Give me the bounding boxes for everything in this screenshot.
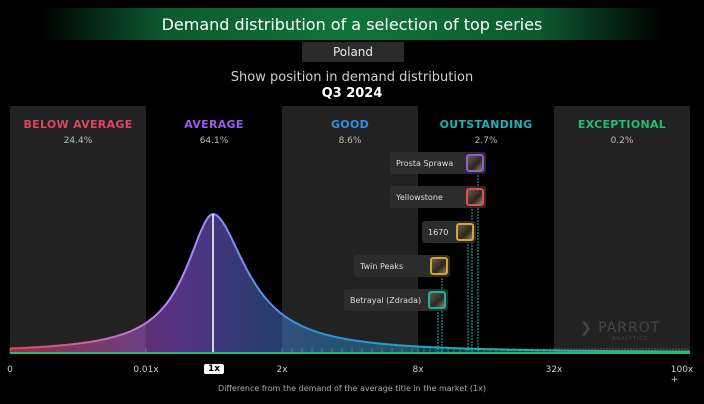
title-card-prosta-sprawa[interactable]: Prosta Sprawa xyxy=(390,152,486,174)
chart-subtitle: Show position in demand distribution xyxy=(230,70,474,85)
band-good xyxy=(282,106,418,352)
band-share-good: 8.6% xyxy=(338,136,362,146)
title-name: 1670 xyxy=(428,227,449,237)
title-name: Prosta Sprawa xyxy=(396,158,454,168)
distribution-area xyxy=(10,214,690,353)
poster-thumbnail xyxy=(428,291,446,309)
poster-thumbnail xyxy=(456,223,474,241)
poster-thumbnail xyxy=(430,257,448,275)
band-label-average: AVERAGE xyxy=(184,118,244,131)
chart-title: Demand distribution of a selection of to… xyxy=(161,14,543,34)
title-card-1670[interactable]: 1670 xyxy=(422,221,476,243)
title-name: Betrayal (Zdrada) xyxy=(350,295,422,305)
x-tick-label: 32x xyxy=(545,365,563,375)
band-share-outstanding: 2.7% xyxy=(474,136,498,146)
x-tick-label: 2x xyxy=(276,365,288,375)
band-below-average xyxy=(10,106,146,352)
x-tick-label: 8x xyxy=(412,365,424,375)
band-label-outstanding: OUTSTANDING xyxy=(439,118,533,131)
country-selector[interactable]: Poland xyxy=(302,42,404,62)
x-tick-label: 100x + xyxy=(670,365,694,385)
band-exceptional xyxy=(554,106,690,352)
distribution-line xyxy=(9,213,690,353)
x-tick-label-average: 1x xyxy=(203,364,225,374)
band-label-good: GOOD xyxy=(330,118,370,131)
period-label: Q3 2024 xyxy=(321,86,383,101)
band-share-average: 64.1% xyxy=(199,136,229,146)
poster-thumbnail xyxy=(466,188,484,206)
title-banner: Demand distribution of a selection of to… xyxy=(40,8,664,40)
title-name: Yellowstone xyxy=(396,192,443,202)
band-label-below-average: BELOW AVERAGE xyxy=(23,118,133,131)
title-name: Twin Peaks xyxy=(360,261,404,271)
logo-subtitle: ANALYTICS xyxy=(612,336,648,342)
band-share-below-average: 24.4% xyxy=(63,136,93,146)
title-card-betrayal[interactable]: Betrayal (Zdrada) xyxy=(344,289,448,311)
band-label-exceptional: EXCEPTIONAL xyxy=(577,118,667,131)
x-tick-label: 0 xyxy=(7,365,13,375)
parrot-logo: ❯ PARROT xyxy=(580,320,661,336)
poster-thumbnail xyxy=(466,154,484,172)
band-share-exceptional: 0.2% xyxy=(610,136,634,146)
x-axis-label: Difference from the demand of the averag… xyxy=(218,384,486,393)
title-card-twin-peaks[interactable]: Twin Peaks xyxy=(354,255,450,277)
x-tick-label: 0.01x xyxy=(133,365,159,375)
title-card-yellowstone[interactable]: Yellowstone xyxy=(390,186,486,208)
